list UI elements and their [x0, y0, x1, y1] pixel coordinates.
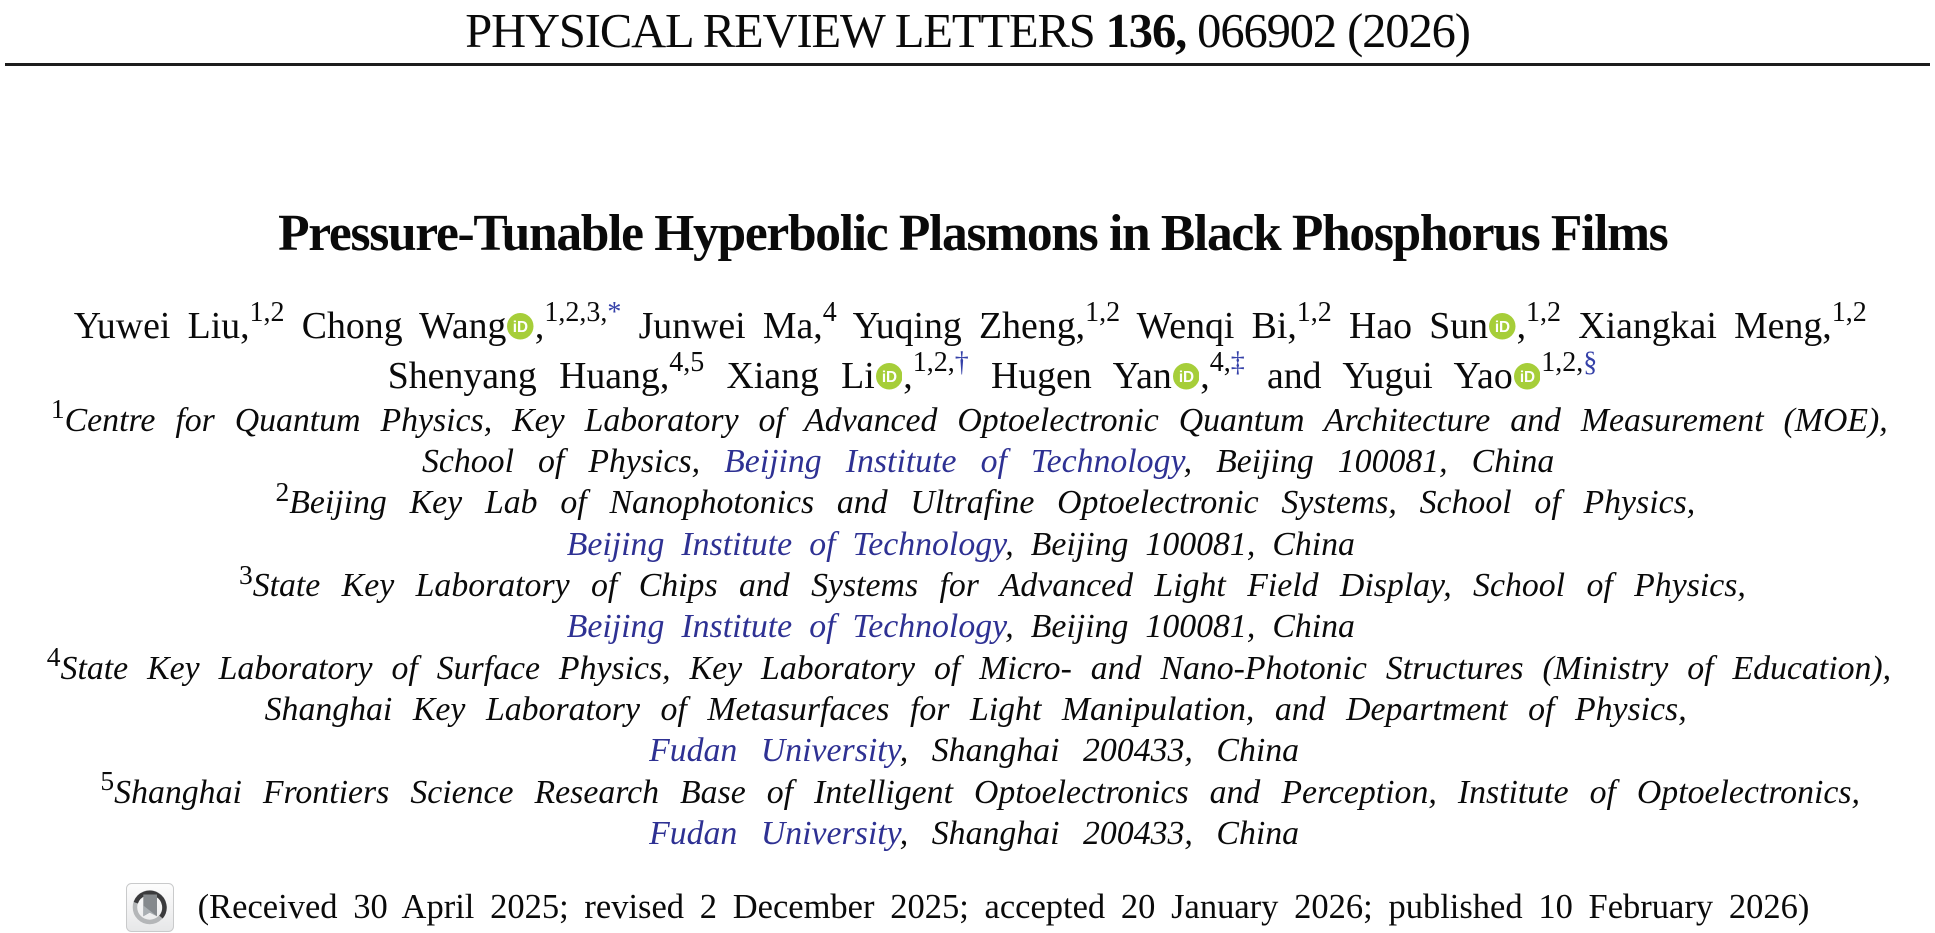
- svg-text:iD: iD: [882, 369, 897, 386]
- svg-text:iD: iD: [1520, 369, 1535, 386]
- svg-text:iD: iD: [1495, 319, 1510, 336]
- svg-text:iD: iD: [513, 319, 528, 336]
- svg-text:iD: iD: [1179, 369, 1194, 386]
